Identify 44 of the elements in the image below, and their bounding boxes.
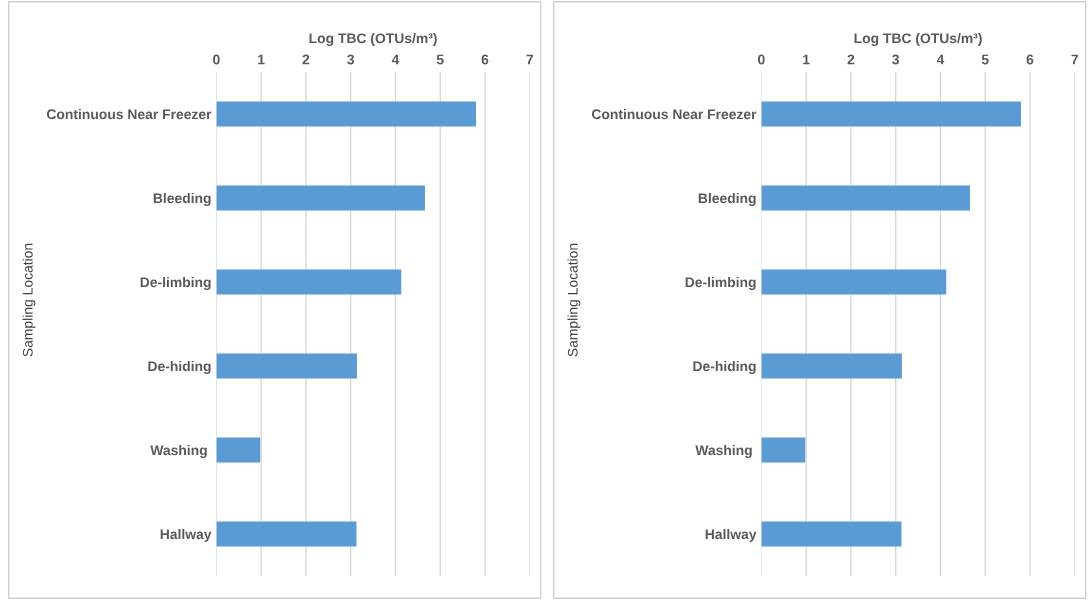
bar: [761, 353, 902, 379]
y-axis-title: Sampling Location: [22, 243, 36, 357]
x-tick-label: 7: [1071, 54, 1078, 65]
bar: [216, 353, 357, 379]
bar: [761, 101, 1022, 127]
x-tick-label: 1: [803, 54, 810, 65]
y-tick-label: De-hiding: [693, 360, 756, 374]
y-tick-label: Continuous Near Freezer: [46, 108, 212, 120]
x-tick-label: 6: [481, 54, 489, 65]
x-tick-label: 3: [347, 54, 355, 65]
y-tick-label: Bleeding: [153, 192, 211, 206]
y-tick-label: Washing: [150, 444, 207, 458]
y-tick-label: De-limbing: [685, 276, 756, 290]
bar: [216, 269, 402, 295]
bar: [761, 437, 806, 463]
x-tick-label: 2: [302, 54, 310, 65]
y-tick-label: De-limbing: [140, 276, 211, 290]
x-tick-label: 5: [981, 54, 989, 65]
x-tick-label: 5: [436, 54, 444, 65]
x-tick-label: 0: [213, 54, 220, 65]
bar: [216, 521, 357, 547]
y-axis-title: Sampling Location: [567, 243, 581, 357]
x-tick-label: 0: [758, 54, 765, 65]
y-tick-label: De-hiding: [148, 360, 211, 374]
x-tick-label: 1: [258, 54, 265, 65]
bar: [216, 437, 261, 463]
y-tick-label: Hallway: [705, 528, 757, 542]
y-tick-label: Washing: [695, 444, 752, 458]
x-tick-label: 6: [1026, 54, 1034, 65]
y-tick-label: Hallway: [160, 528, 212, 542]
y-tick-label: Bleeding: [698, 192, 756, 206]
bar: [216, 101, 477, 127]
bar: [216, 185, 425, 211]
x-axis-title: Log TBC (OTUs/m³): [309, 33, 437, 47]
x-tick-label: 2: [847, 54, 855, 65]
x-tick-label: 3: [892, 54, 900, 65]
x-axis-title: Log TBC (OTUs/m³): [854, 33, 982, 47]
x-tick-label: 4: [391, 54, 400, 65]
bar: [761, 521, 902, 547]
x-tick-label: 7: [526, 54, 533, 65]
bar: [761, 269, 947, 295]
y-tick-label: Continuous Near Freezer: [591, 108, 757, 120]
bar: [761, 185, 970, 211]
x-tick-label: 4: [936, 54, 945, 65]
